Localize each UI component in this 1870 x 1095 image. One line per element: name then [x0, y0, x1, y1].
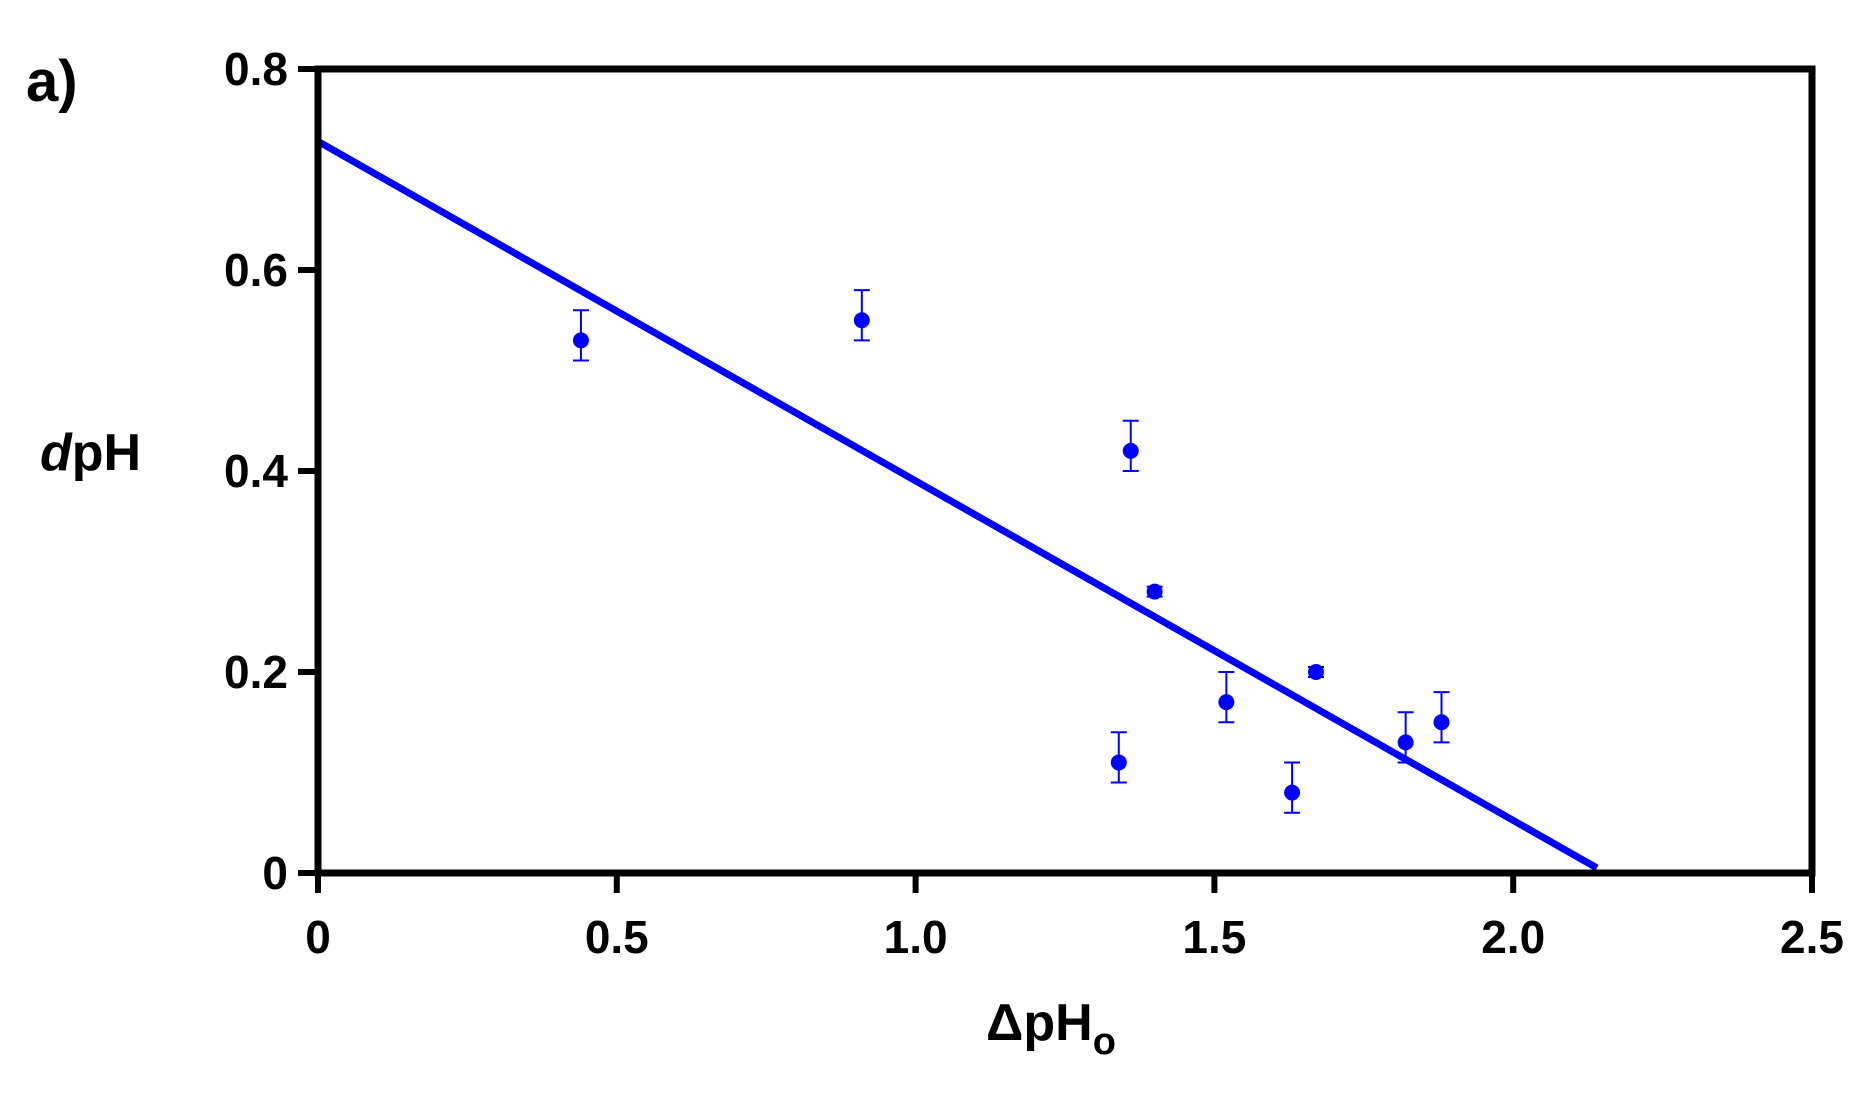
- data-point-group: [572, 309, 589, 362]
- data-point: [853, 312, 870, 329]
- data-point: [1122, 442, 1139, 459]
- axis-ticks: 0 0.5 1.0 1.5 2.0 2.5 0 0.2 0.4 0.6 0.8: [224, 43, 1844, 963]
- y-axis-title-rest: pH: [72, 424, 141, 482]
- x-axis-title: ΔpHo: [986, 994, 1116, 1063]
- chart-marks: [316, 138, 1599, 872]
- y-tick-label: 0.6: [224, 244, 288, 296]
- x-tick-label: 0: [305, 911, 331, 963]
- data-point-group: [1110, 731, 1127, 784]
- data-point: [1218, 694, 1235, 711]
- data-point: [1307, 664, 1324, 680]
- data-point-group: [1218, 671, 1235, 724]
- x-axis-title-subscript: o: [1093, 1021, 1116, 1063]
- y-tick-label: 0.4: [224, 445, 288, 497]
- x-tick-label: 2.5: [1780, 911, 1844, 963]
- data-point-group: [1146, 583, 1163, 600]
- fit-line: [316, 138, 1599, 872]
- data-point-group: [853, 289, 870, 342]
- y-tick-label: 0.8: [224, 43, 288, 95]
- data-point: [1110, 754, 1127, 771]
- data-point-group: [1122, 419, 1139, 472]
- y-axis-title-italic: d: [40, 424, 73, 482]
- data-point: [1433, 714, 1450, 731]
- data-point-group: [1284, 761, 1301, 814]
- y-tick-label: 0.2: [224, 646, 288, 698]
- data-point: [1146, 583, 1163, 600]
- data-point-group: [1397, 711, 1414, 764]
- y-tick-label: 0: [262, 847, 288, 899]
- data-point: [572, 332, 589, 349]
- x-tick-label: 1.5: [1182, 911, 1246, 963]
- plot-frame: [314, 65, 1816, 877]
- y-axis-title: dpH: [40, 424, 141, 482]
- panel-label: a): [26, 49, 78, 114]
- data-point-group: [1307, 664, 1324, 680]
- x-tick-label: 1.0: [884, 911, 948, 963]
- x-tick-label: 0.5: [585, 911, 649, 963]
- x-tick-label: 2.0: [1481, 911, 1545, 963]
- data-point: [1284, 784, 1301, 801]
- data-point-group: [1433, 691, 1450, 744]
- x-axis-title-main: ΔpH: [986, 994, 1093, 1052]
- data-point: [1397, 734, 1414, 751]
